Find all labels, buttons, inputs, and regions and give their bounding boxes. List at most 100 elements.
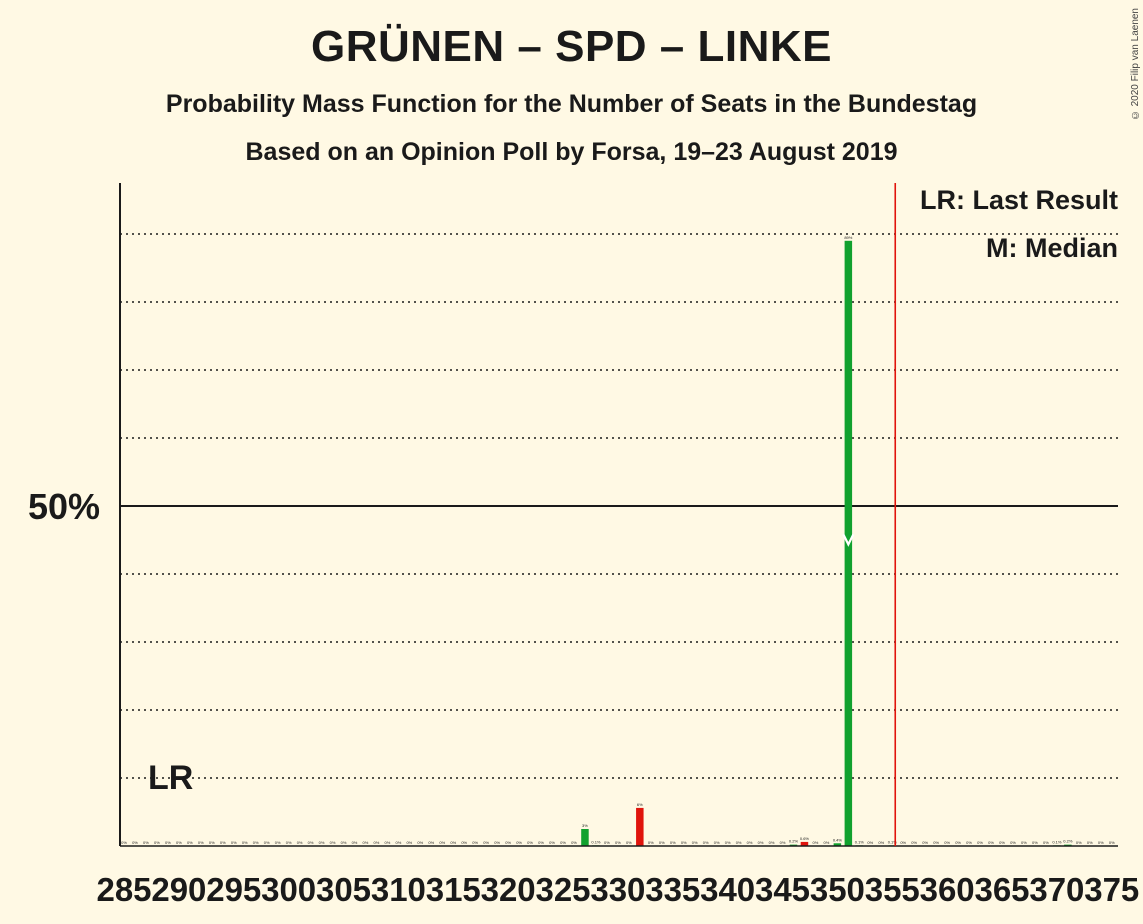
bar-label-318: 0% — [483, 840, 489, 845]
bar-label-346: 0.2% — [789, 839, 799, 844]
bar-label-310: 0% — [395, 840, 401, 845]
x-tick-label-320: 320 — [481, 871, 536, 908]
bar-label-349: 0% — [824, 840, 830, 845]
bar-label-338: 0% — [703, 840, 709, 845]
bar-327 — [581, 829, 589, 846]
bar-label-303: 0% — [319, 840, 325, 845]
bar-label-302: 0% — [308, 840, 314, 845]
bar-label-368: 0% — [1032, 840, 1038, 845]
bar-label-335: 0% — [670, 840, 676, 845]
bar-label-342: 0% — [747, 840, 753, 845]
x-tick-label-285: 285 — [96, 871, 151, 908]
bar-label-375: 0% — [1109, 840, 1115, 845]
bar-label-345: 0% — [780, 840, 786, 845]
bar-label-315: 0% — [450, 840, 456, 845]
bar-label-336: 0% — [681, 840, 687, 845]
median-marker — [842, 533, 855, 547]
x-tick-label-340: 340 — [700, 871, 755, 908]
bar-label-309: 0% — [385, 840, 391, 845]
bar-label-317: 0% — [472, 840, 478, 845]
bar-label-367: 0% — [1021, 840, 1027, 845]
bar-label-352: 0.1% — [855, 839, 865, 844]
bar-label-326: 0% — [571, 840, 577, 845]
bar-label-360: 0% — [944, 840, 950, 845]
x-tick-label-335: 335 — [645, 871, 700, 908]
bar-label-334: 0% — [659, 840, 665, 845]
bar-label-358: 0% — [922, 840, 928, 845]
bar-label-322: 0% — [527, 840, 533, 845]
bar-label-301: 0% — [297, 840, 303, 845]
bar-label-298: 0% — [264, 840, 270, 845]
bar-label-371: 0.2% — [1063, 839, 1073, 844]
bar-label-329: 0% — [604, 840, 610, 845]
x-tick-label-300: 300 — [261, 871, 316, 908]
bar-label-347: 0.6% — [800, 836, 810, 841]
bar-label-364: 0% — [988, 840, 994, 845]
bar-label-297: 0% — [253, 840, 259, 845]
gridlines — [120, 233, 1118, 779]
bar-series — [581, 240, 1072, 847]
bar-label-356: 0% — [900, 840, 906, 845]
bar-label-363: 0% — [977, 840, 983, 845]
bar-label-288: 0% — [154, 840, 160, 845]
chart-subtitle: Probability Mass Function for the Number… — [165, 90, 978, 118]
bar-label-328: 0.1% — [591, 839, 601, 844]
bar-label-327: 3% — [582, 823, 588, 828]
bar-label-337: 0% — [692, 840, 698, 845]
bar-label-305: 0% — [341, 840, 347, 845]
x-tick-label-330: 330 — [590, 871, 645, 908]
bar-label-296: 0% — [242, 840, 248, 845]
x-tick-label-305: 305 — [316, 871, 371, 908]
bar-label-357: 0% — [911, 840, 917, 845]
bar-label-308: 0% — [374, 840, 380, 845]
bar-label-285: 0% — [121, 840, 127, 845]
bar-label-299: 0% — [275, 840, 281, 845]
bar-label-372: 0% — [1076, 840, 1082, 845]
x-tick-label-290: 290 — [151, 871, 206, 908]
x-tick-label-360: 360 — [920, 871, 975, 908]
bar-label-286: 0% — [132, 840, 138, 845]
bar-label-355: 0.1% — [888, 839, 898, 844]
bar-label-324: 0% — [549, 840, 555, 845]
bar-label-314: 0% — [439, 840, 445, 845]
bar-label-321: 0% — [516, 840, 522, 845]
x-tick-label-370: 370 — [1029, 871, 1084, 908]
bar-label-323: 0% — [538, 840, 544, 845]
bar-labels: 0% 0% 0% 0% 0% 0% 0% 0% 0% 0% 0% 0% 0% 0% 0% 0% 0% 0% 0% 0%… — [121, 235, 1115, 845]
axes: 50%285 290 295 300 305 310 315 320 325 330 335 340 3… — [28, 183, 1139, 908]
last-result-marker: LR — [148, 759, 193, 797]
bar-label-354: 0% — [878, 840, 884, 845]
bar-label-306: 0% — [352, 840, 358, 845]
bar-label-366: 0% — [1010, 840, 1016, 845]
bar-label-290: 0% — [176, 840, 182, 845]
bar-label-307: 0% — [363, 840, 369, 845]
bar-332 — [636, 807, 644, 846]
bar-label-373: 0% — [1087, 840, 1093, 845]
bar-label-362: 0% — [966, 840, 972, 845]
bar-label-339: 0% — [714, 840, 720, 845]
bar-label-331: 0% — [626, 840, 632, 845]
bar-label-365: 0% — [999, 840, 1005, 845]
bar-label-340: 0% — [725, 840, 731, 845]
x-tick-label-350: 350 — [810, 871, 865, 908]
bar-label-289: 0% — [165, 840, 171, 845]
bar-label-341: 0% — [736, 840, 742, 845]
bar-label-353: 0% — [867, 840, 873, 845]
x-tick-label-295: 295 — [206, 871, 261, 908]
bar-label-295: 0% — [231, 840, 237, 845]
bar-label-311: 0% — [406, 840, 412, 845]
bar-label-330: 0% — [615, 840, 621, 845]
x-tick-label-310: 310 — [371, 871, 426, 908]
bar-label-348: 0% — [813, 840, 819, 845]
bar-label-325: 0% — [560, 840, 566, 845]
bar-label-350: 0.4% — [833, 837, 843, 842]
x-tick-label-345: 345 — [755, 871, 810, 908]
x-tick-label-325: 325 — [535, 871, 590, 908]
bar-label-304: 0% — [330, 840, 336, 845]
bar-label-319: 0% — [494, 840, 500, 845]
bar-label-333: 0% — [648, 840, 654, 845]
bar-label-291: 0% — [187, 840, 193, 845]
bar-350 — [833, 843, 842, 846]
bar-label-344: 0% — [769, 840, 775, 845]
